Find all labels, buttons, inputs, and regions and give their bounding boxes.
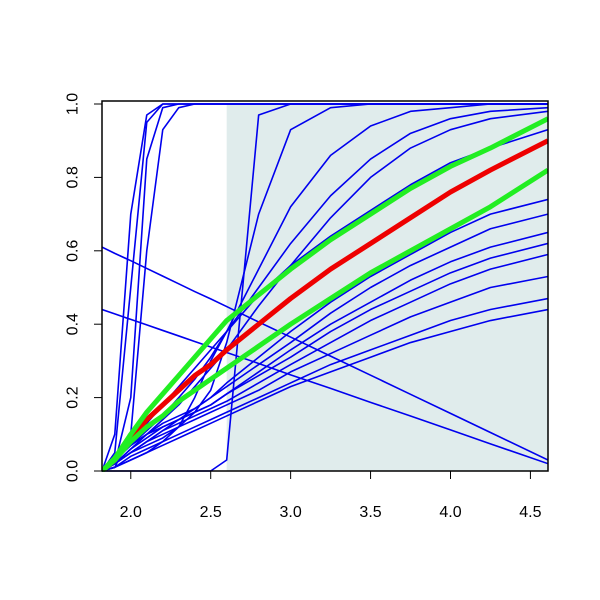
series-line xyxy=(102,198,548,472)
y-tick-label: 0.2 xyxy=(65,386,82,408)
x-tick-label: 2.5 xyxy=(200,504,222,521)
shaded-region xyxy=(226,104,548,471)
x-tick-label: 4.5 xyxy=(519,504,541,521)
series-line xyxy=(102,138,548,472)
y-tick-label: 0.6 xyxy=(65,240,82,262)
plot-box xyxy=(101,100,549,472)
y-tick-label: 0.4 xyxy=(65,313,82,335)
series-line xyxy=(102,128,548,472)
series-line xyxy=(102,116,548,472)
series-line xyxy=(102,213,548,472)
y-tick-label: 0.8 xyxy=(65,166,82,188)
y-tick-label: 0.0 xyxy=(65,460,82,482)
series-line xyxy=(102,103,548,472)
x-tick-label: 3.5 xyxy=(359,504,381,521)
y-tick-label: 1.0 xyxy=(65,93,82,115)
x-tick-label: 4.0 xyxy=(439,504,461,521)
x-tick-label: 3.0 xyxy=(280,504,302,521)
series-line xyxy=(102,167,548,472)
series-line xyxy=(102,246,548,461)
x-tick-label: 2.0 xyxy=(120,504,142,521)
series-line xyxy=(102,297,548,472)
plot-lines xyxy=(102,103,548,472)
